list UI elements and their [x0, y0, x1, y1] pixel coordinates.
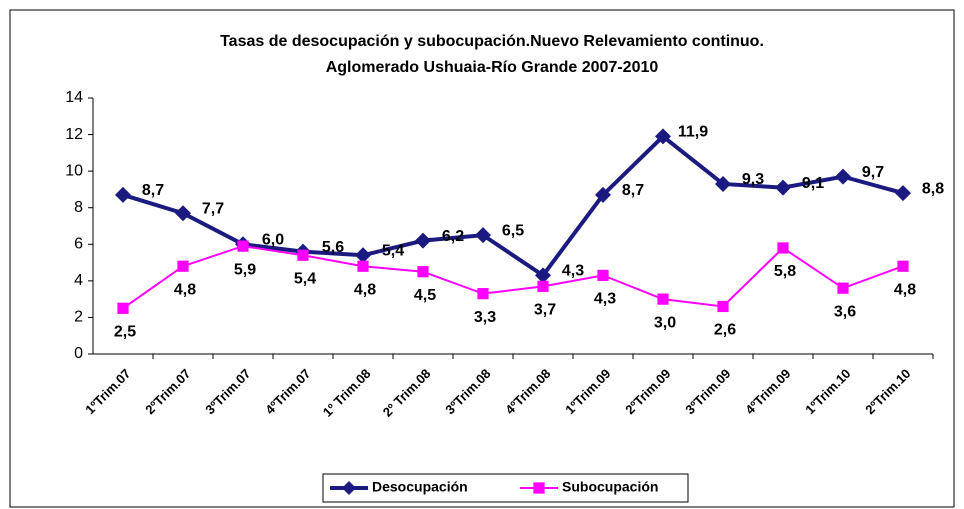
legend-marker [342, 481, 356, 495]
series-line [122, 245, 904, 310]
y-tick-label: 4 [74, 272, 83, 289]
data-label: 9,3 [742, 171, 764, 188]
data-point [597, 269, 609, 281]
data-point [297, 249, 309, 261]
data-label: 8,8 [922, 180, 944, 197]
data-label: 6,5 [502, 222, 524, 239]
data-point [475, 227, 491, 244]
data-label: 5,4 [294, 270, 316, 287]
data-point [535, 267, 551, 284]
data-point [357, 260, 369, 272]
data-point [175, 205, 191, 222]
data-label: 5,6 [322, 239, 344, 256]
data-point [417, 266, 429, 278]
data-label: 2,5 [114, 324, 136, 341]
data-label: 7,7 [202, 200, 224, 217]
data-label: 6,0 [262, 232, 284, 249]
data-point [837, 282, 849, 294]
y-tick-label: 14 [65, 89, 83, 106]
y-tick-label: 0 [74, 345, 83, 362]
y-tick-label: 2 [74, 309, 83, 326]
legend-box [322, 473, 689, 503]
data-point [895, 185, 911, 202]
legend-marker [533, 482, 545, 494]
data-point [595, 186, 611, 203]
data-label: 8,7 [142, 182, 164, 199]
y-tick-label: 8 [74, 199, 83, 216]
data-label: 4,8 [354, 281, 376, 298]
data-point [537, 280, 549, 292]
data-label: 9,7 [862, 164, 884, 181]
data-point [415, 232, 431, 249]
data-point [237, 240, 249, 252]
data-label: 5,8 [774, 263, 796, 280]
legend-label: Subocupación [562, 479, 658, 495]
chart-title: Tasas de desocupación y subocupación.Nue… [220, 33, 764, 50]
data-point [477, 288, 489, 300]
data-point [715, 175, 731, 192]
data-label: 4,3 [562, 263, 584, 280]
data-label: 5,4 [382, 242, 404, 259]
data-label: 3,0 [654, 314, 676, 331]
data-label: 3,3 [474, 309, 496, 326]
data-point [117, 302, 129, 314]
data-label: 9,1 [802, 175, 824, 192]
data-point [177, 260, 189, 272]
y-tick-label: 6 [74, 236, 83, 253]
chart-subtitle: Aglomerado Ushuaia-Río Grande 2007-2010 [326, 59, 659, 76]
data-label: 4,8 [894, 281, 916, 298]
data-point [777, 242, 789, 254]
data-label: 5,9 [234, 261, 256, 278]
data-label: 3,6 [834, 303, 856, 320]
data-label: 3,7 [534, 302, 556, 319]
chart-frame [9, 9, 955, 508]
legend-label: Desocupación [372, 479, 468, 495]
data-label: 6,2 [442, 228, 464, 245]
data-label: 2,6 [714, 322, 736, 339]
data-point [355, 247, 371, 264]
data-label: 11,9 [678, 124, 708, 141]
y-tick-label: 10 [65, 162, 83, 179]
data-label: 8,7 [622, 182, 644, 199]
data-point [115, 186, 131, 203]
data-label: 4,3 [594, 291, 616, 308]
data-point [775, 179, 791, 196]
series-line [122, 133, 904, 279]
data-label: 4,5 [414, 287, 436, 304]
data-point [657, 293, 669, 305]
y-tick-label: 12 [65, 126, 83, 143]
data-point [655, 128, 671, 145]
data-label: 4,8 [174, 281, 196, 298]
data-point [835, 168, 851, 185]
data-point [717, 300, 729, 313]
data-point [897, 260, 909, 272]
